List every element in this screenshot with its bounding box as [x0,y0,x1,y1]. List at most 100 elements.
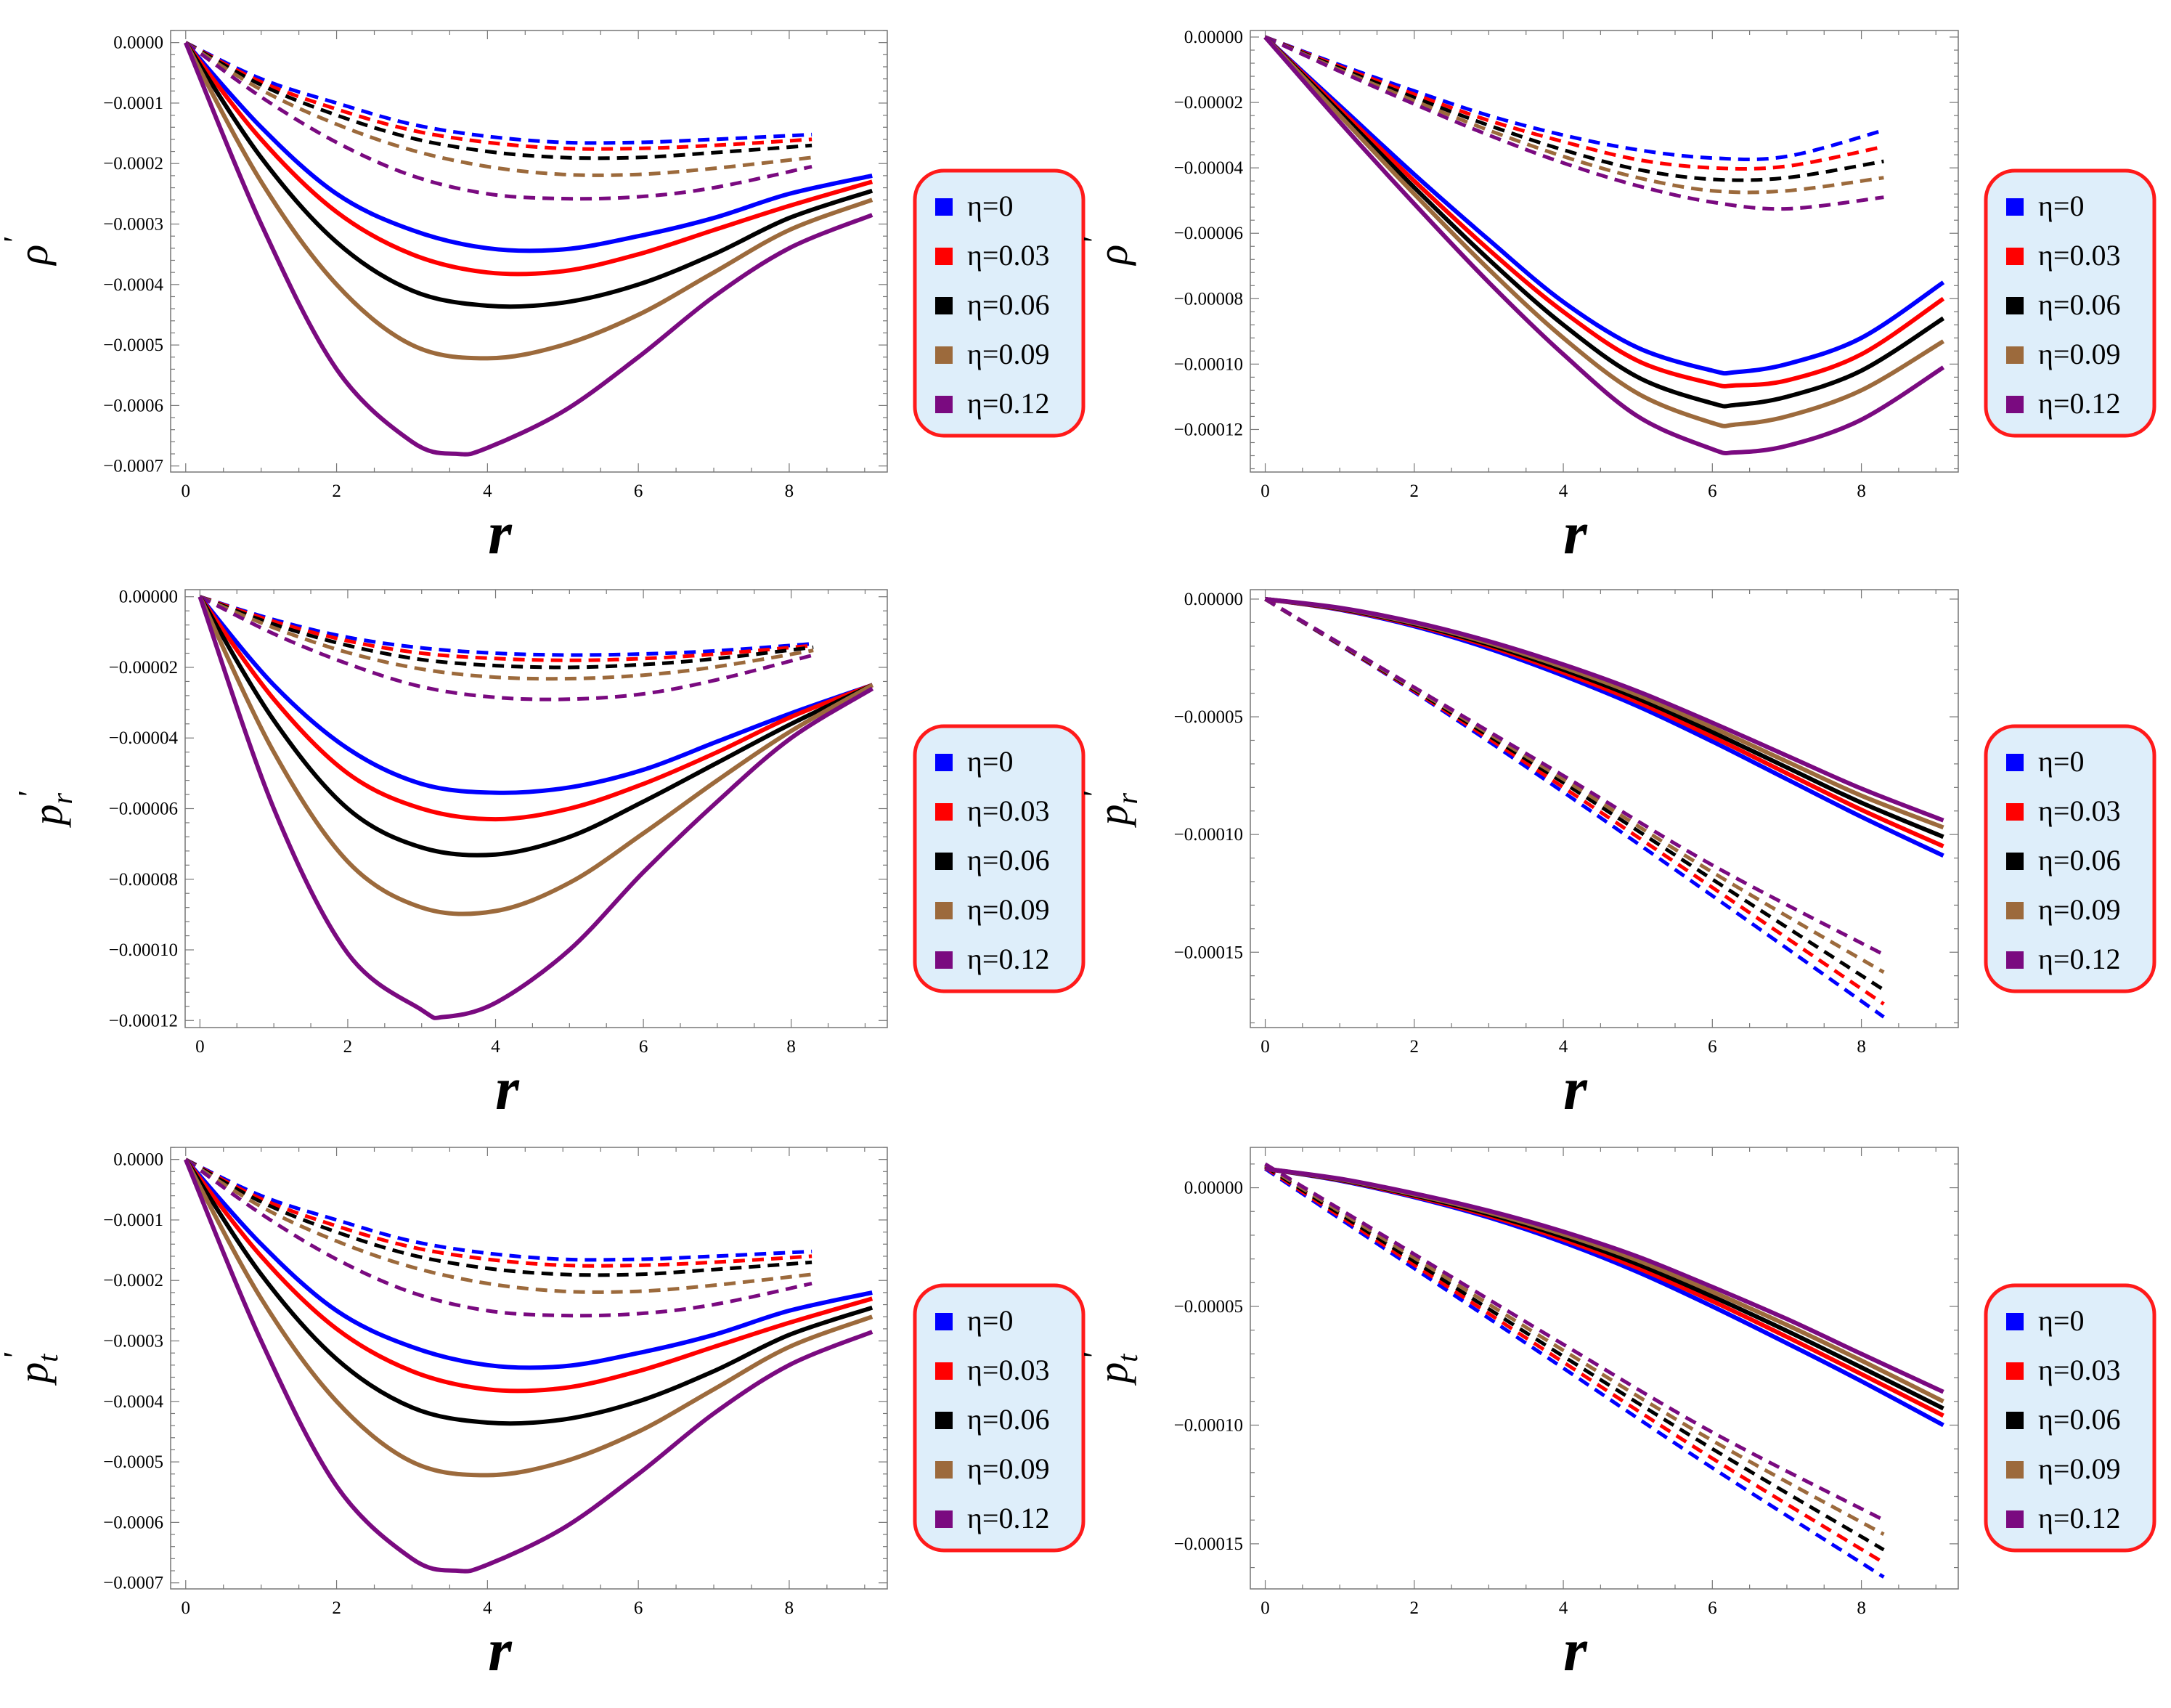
legend-swatch [2006,1461,2024,1479]
legend-label: η=0.03 [967,239,1049,272]
chart-panel-pr-right: 0 2 4 6 8 0.00000 −0.00005 −0.00010 −0.00015 pr' r… [1077,589,2156,1123]
y-tick-label: −0.00004 [109,728,179,748]
series-line--0-dashed [199,595,814,657]
series-line--0-solid [1265,597,1944,858]
series-line--0-06-dashed [184,1158,812,1277]
legend: η=0 η=0.03 η=0.06 η=0.09 η=0.12 [913,1283,1086,1553]
legend-label: η=0.09 [967,338,1049,370]
x-tick-label: 2 [332,1598,341,1618]
legend-swatch [935,951,953,969]
y-tick-label: −0.0005 [103,1452,163,1472]
series-line--0-09-dashed [184,1158,812,1294]
legend-box [1984,724,2156,993]
y-tick-label: 0.0000 [113,33,163,53]
legend-label: η=0.03 [2038,239,2120,272]
legend-swatch [935,1510,953,1528]
legend-swatch [935,1313,953,1330]
plot-frame [1250,1147,1959,1590]
series-line--0-09-solid [197,595,874,916]
legend-swatch [2006,754,2024,771]
x-tick-label: 2 [1410,1598,1420,1618]
legend-box [1984,168,2156,438]
legend-label: η=0.12 [967,387,1049,420]
legend-label: η=0.12 [2038,387,2120,420]
x-tick-label: 0 [195,1037,205,1057]
legend: η=0 η=0.03 η=0.06 η=0.09 η=0.12 [1984,724,2156,993]
series-line--0-12-solid [197,595,874,1020]
legend-label: η=0.12 [967,1502,1049,1534]
x-tick-label: 8 [1857,1037,1866,1057]
series-line--0-03-dashed [1264,1166,1885,1565]
y-tick-label: −0.0002 [103,1271,163,1290]
legend-swatch [935,1461,953,1479]
y-tick-label: −0.00005 [1174,707,1243,727]
x-axis-label: r [488,1616,513,1684]
legend-label: η=0.09 [2038,338,2120,370]
legend: η=0 η=0.03 η=0.06 η=0.09 η=0.12 [1984,168,2156,438]
y-tick-label: −0.00010 [1174,1415,1243,1435]
series-line--0-09-dashed [184,41,812,177]
series-line--0-dashed [184,41,812,145]
legend-swatch [935,346,953,364]
chart-panel-rho-left: 0 2 4 6 8 0.0000 −0.0001 −0.0002 −0.0003 −0.0004 −… [0,30,1086,567]
legend-swatch [2006,803,2024,821]
x-tick-label: 0 [182,481,191,501]
legend-label: η=0 [2038,1304,2084,1337]
series-line--0-03-dashed [184,1158,812,1268]
x-tick-label: 6 [634,1598,643,1618]
y-tick-label: −0.0005 [103,336,163,355]
y-tick-label: −0.00005 [1174,1297,1243,1317]
legend-label: η=0.06 [967,844,1049,877]
y-axis-label: pt' [0,1352,64,1386]
chart-panel-rho-right: 0 2 4 6 8 0.00000 −0.00002 −0.00004 −0.00006 −0.0… [1077,28,2156,567]
x-tick-label: 6 [1708,1037,1717,1057]
x-tick-label: 4 [483,1598,492,1618]
x-tick-label: 8 [785,1598,794,1618]
legend-swatch [2006,198,2024,216]
y-tick-label: −0.0004 [103,1392,163,1412]
plot-frame [170,30,888,473]
legend-swatch [935,754,953,771]
series-line--0-03-dashed [184,41,812,151]
y-tick-label: 0.0000 [113,1150,163,1170]
y-tick-label: −0.0003 [103,215,163,235]
legend-label: η=0.09 [2038,1452,2120,1485]
series-line--0-solid [198,595,873,795]
legend-swatch [2006,1412,2024,1429]
legend-label: η=0 [967,190,1013,222]
x-tick-label: 6 [1708,1598,1717,1618]
plot-frame [1250,30,1959,473]
series-line--0-09-solid [1263,35,1945,428]
legend-box [913,1283,1086,1553]
x-tick-label: 6 [634,481,643,501]
y-tick-label: −0.0003 [103,1332,163,1351]
plot-frame [170,1147,888,1590]
legend-label: η=0.12 [2038,943,2120,975]
legend: η=0 η=0.03 η=0.06 η=0.09 η=0.12 [1984,1283,2156,1553]
legend-label: η=0.06 [967,288,1049,321]
x-tick-label: 4 [1559,481,1568,501]
series-line--0-dashed [1264,1167,1885,1579]
series-line--0-06-solid [184,41,873,309]
legend-label: η=0.12 [2038,1502,2120,1534]
legend-label: η=0.06 [967,1403,1049,1436]
y-tick-label: −0.00006 [1174,224,1243,243]
legend-label: η=0.03 [967,794,1049,827]
x-tick-label: 8 [1857,481,1866,501]
series-line--0-03-solid [1265,1166,1944,1418]
series-line--0-06-dashed [1264,35,1884,182]
legend-swatch [2006,346,2024,364]
series-line--0-06-solid [1263,35,1945,409]
x-tick-label: 4 [491,1037,500,1057]
x-tick-label: 4 [483,481,492,501]
legend-label: η=0.06 [2038,288,2120,321]
plot-frame [1250,589,1959,1028]
legend-swatch [2006,1362,2024,1380]
y-axis-label: ρ' [1077,237,1136,267]
y-tick-label: −0.00004 [1174,158,1244,178]
legend-label: η=0.03 [2038,794,2120,827]
series-line--0-12-solid [1265,597,1944,823]
x-tick-label: 8 [786,1037,796,1057]
y-tick-label: −0.00006 [109,800,178,819]
